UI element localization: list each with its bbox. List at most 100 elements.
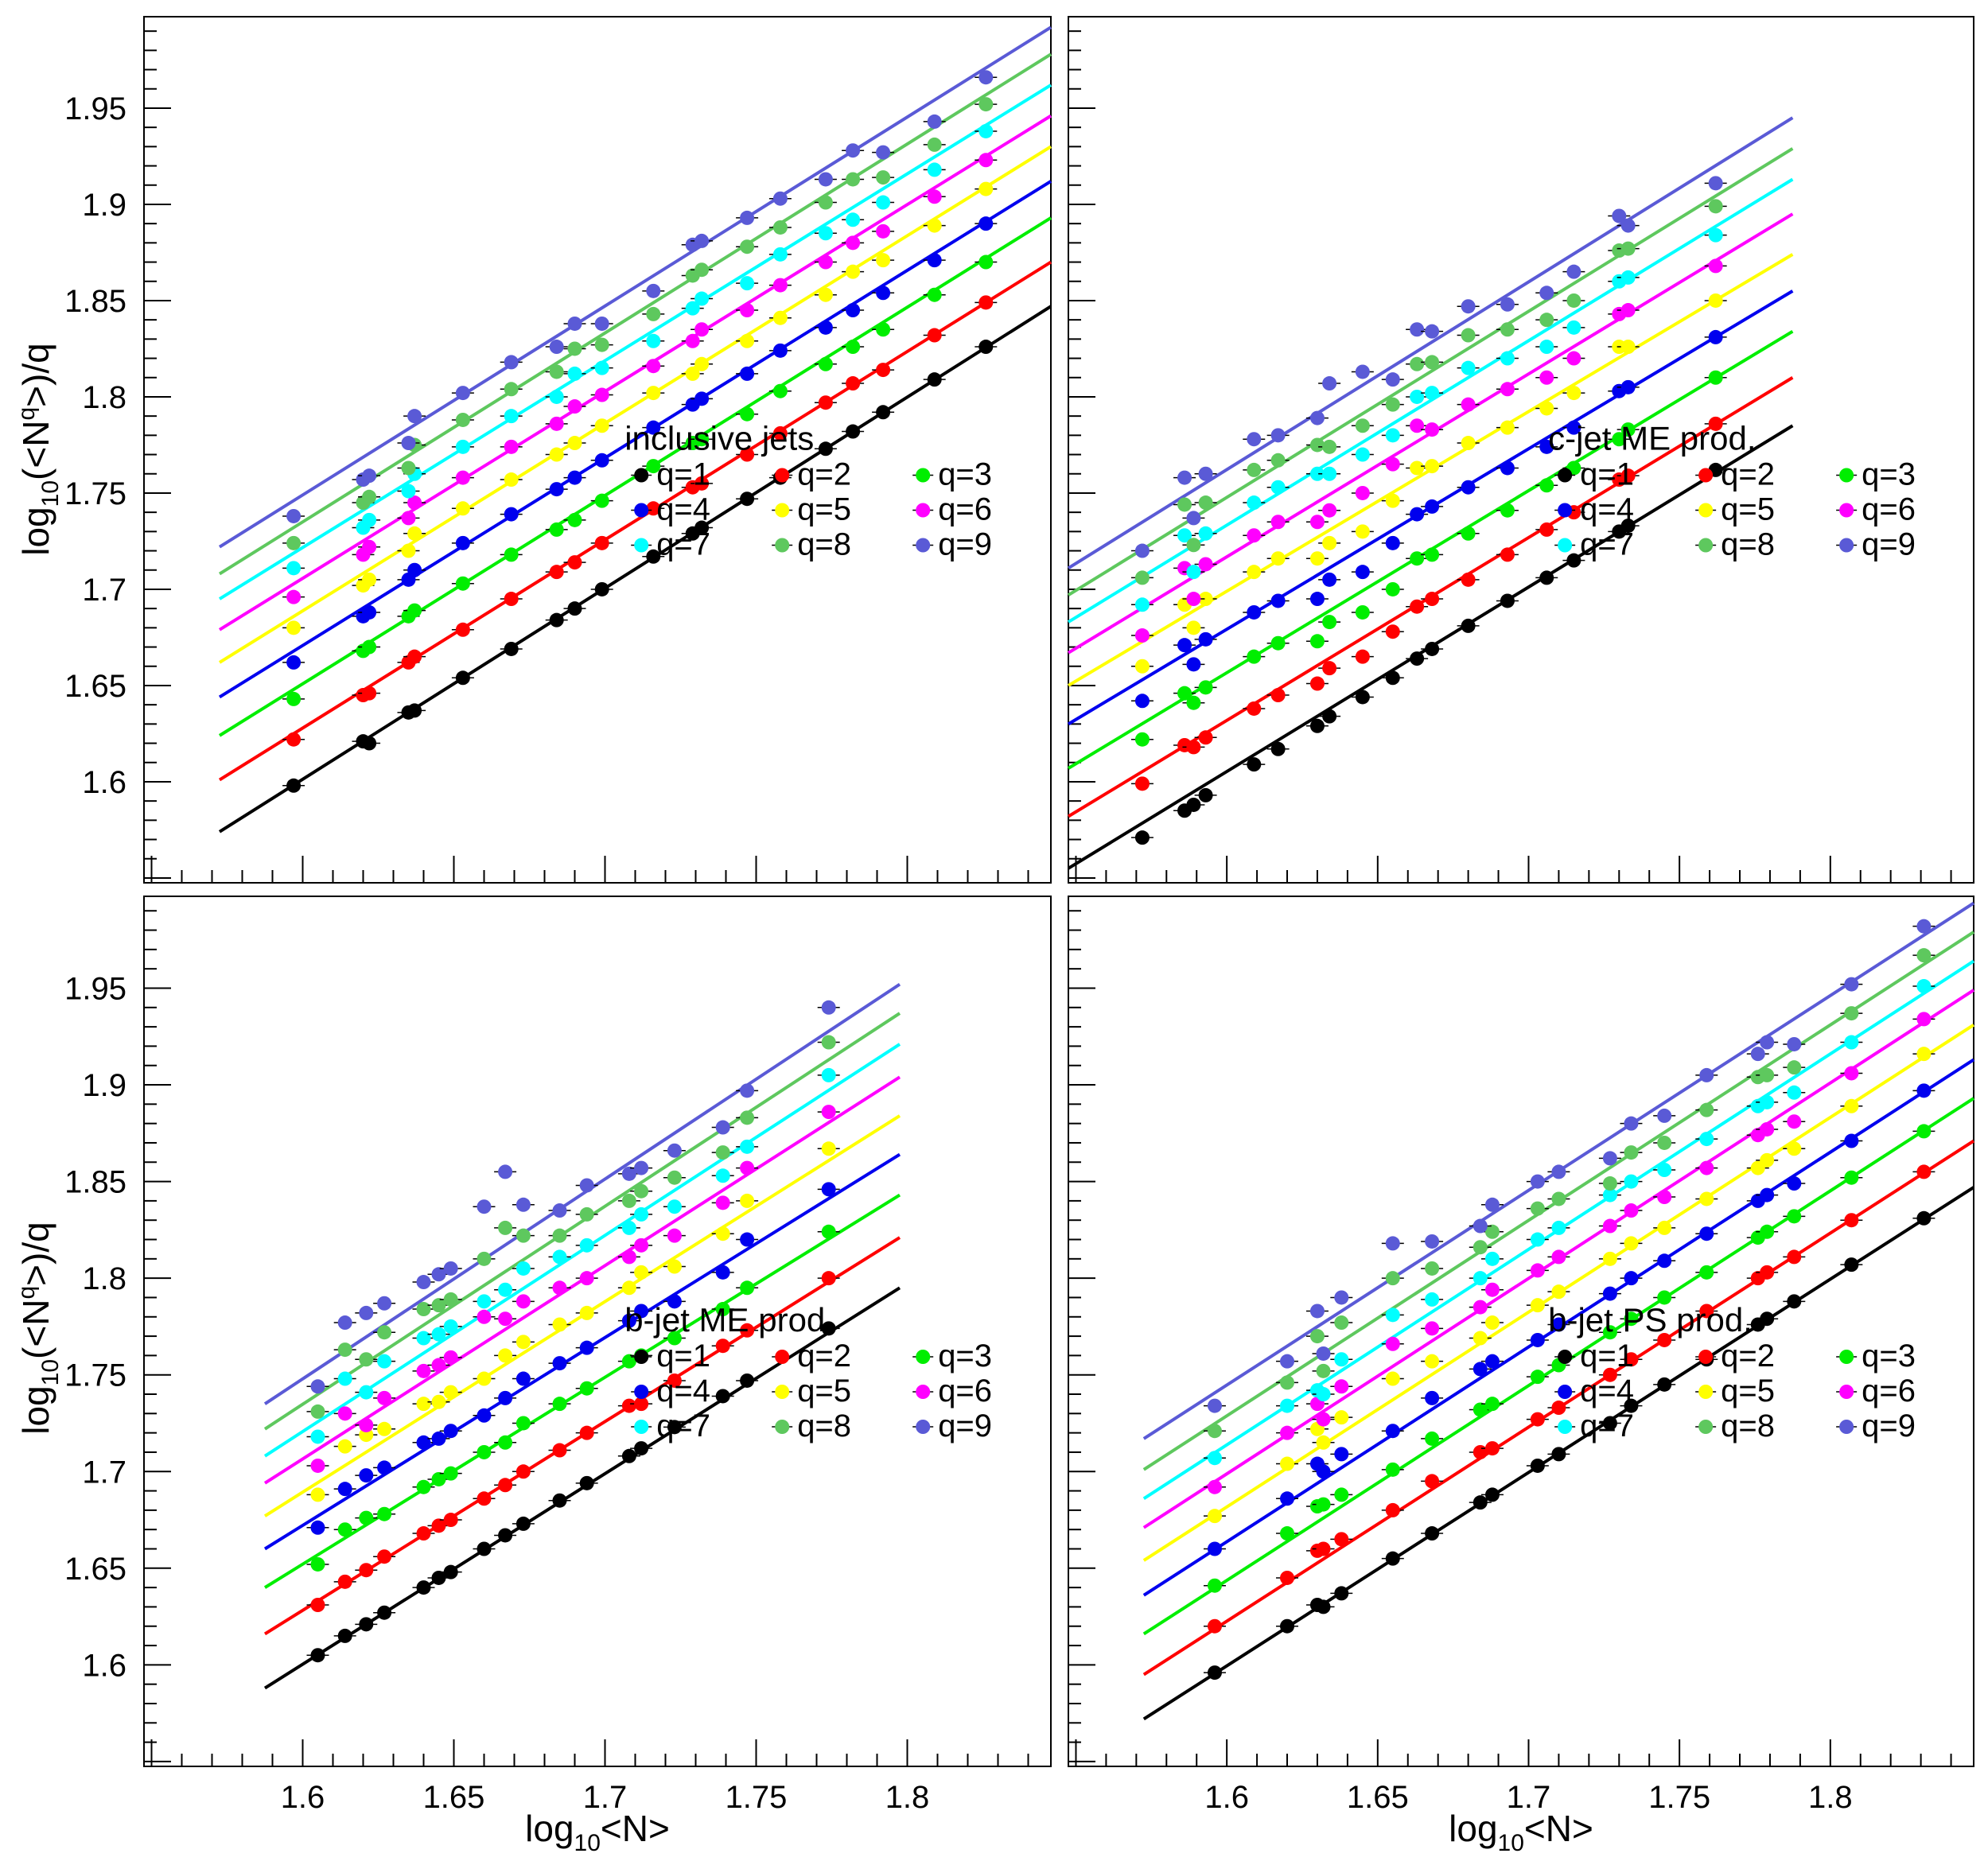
data-point-q=1 — [1385, 670, 1400, 686]
data-point-q=7 — [1461, 360, 1476, 375]
panel-frame-b-jet-ps-prod — [1068, 896, 1974, 1767]
data-point-q=9 — [401, 436, 416, 451]
data-point-q=6 — [477, 1309, 492, 1324]
data-point-q=1 — [1461, 618, 1476, 633]
legend-label: q=5 — [797, 1373, 851, 1408]
data-point-q=5 — [455, 501, 470, 516]
data-point-q=1 — [1657, 1377, 1672, 1392]
data-point-q=5 — [443, 1385, 458, 1400]
data-point-q=6 — [1385, 1336, 1400, 1351]
data-point-q=2 — [431, 1518, 446, 1533]
data-point-q=9 — [443, 1261, 458, 1276]
legend-marker — [916, 1385, 931, 1399]
data-point-q=9 — [1280, 1354, 1295, 1369]
legend-marker — [1698, 1350, 1714, 1364]
data-point-q=3 — [549, 522, 564, 537]
data-point-q=9 — [1708, 176, 1723, 191]
legend-marker — [1698, 1385, 1714, 1399]
data-point-q=9 — [1473, 1218, 1488, 1234]
data-point-q=7 — [1551, 1220, 1566, 1235]
data-point-q=3 — [1657, 1290, 1672, 1305]
data-point-q=7 — [498, 1282, 513, 1297]
data-point-q=2 — [1134, 776, 1150, 791]
data-point-q=3 — [978, 254, 994, 270]
data-point-q=7 — [594, 360, 609, 375]
legend-marker — [634, 503, 649, 518]
data-point-q=3 — [1198, 680, 1213, 695]
data-point-q=2 — [978, 295, 994, 310]
data-point-q=2 — [1620, 468, 1636, 484]
data-point-q=2 — [715, 1339, 730, 1354]
data-point-q=6 — [431, 1358, 446, 1373]
data-point-q=9 — [1177, 470, 1192, 485]
data-point-q=3 — [477, 1444, 492, 1459]
data-point-q=4 — [1551, 1317, 1566, 1332]
data-point-q=2 — [337, 1574, 352, 1589]
data-point-q=8 — [549, 364, 564, 379]
data-point-q=8 — [634, 1183, 649, 1199]
data-point-q=5 — [1134, 659, 1150, 674]
legend-label: q=9 — [938, 527, 992, 562]
data-point-q=1 — [621, 1448, 636, 1463]
data-point-q=7 — [443, 1319, 458, 1334]
data-point-q=9 — [1355, 364, 1370, 379]
data-point-q=8 — [362, 489, 377, 504]
data-point-q=2 — [549, 565, 564, 580]
data-point-q=7 — [416, 1331, 431, 1346]
data-point-q=8 — [821, 1035, 836, 1050]
data-point-q=5 — [377, 1421, 392, 1436]
data-point-q=8 — [337, 1342, 352, 1358]
data-point-q=1 — [1787, 1294, 1802, 1309]
data-point-q=9 — [634, 1160, 649, 1175]
data-point-q=8 — [818, 195, 833, 210]
data-point-q=4 — [1624, 1271, 1639, 1286]
data-point-q=4 — [1787, 1176, 1802, 1191]
data-point-q=8 — [1539, 313, 1554, 328]
data-point-q=1 — [431, 1570, 446, 1585]
data-point-q=5 — [1602, 1251, 1617, 1266]
data-point-q=5 — [927, 218, 942, 233]
data-point-q=8 — [1602, 1176, 1617, 1191]
data-point-q=1 — [1186, 797, 1201, 812]
data-point-q=9 — [1385, 372, 1400, 387]
data-point-q=7 — [740, 1139, 755, 1154]
data-point-q=9 — [1750, 1047, 1765, 1062]
data-point-q=5 — [1551, 1284, 1566, 1300]
data-point-q=7 — [1316, 1387, 1331, 1402]
data-point-q=7 — [1355, 447, 1370, 462]
fit-line-q=9 — [1067, 116, 1794, 570]
data-point-q=8 — [377, 1325, 392, 1340]
data-point-q=4 — [621, 1313, 636, 1328]
data-point-q=1 — [1207, 1665, 1222, 1680]
data-point-q=8 — [1355, 418, 1370, 433]
data-point-q=1 — [1322, 709, 1337, 724]
legend-label: q=1 — [1580, 457, 1634, 492]
data-point-q=1 — [1247, 757, 1262, 772]
y-axis-title-bottom: log10(<Nq>)/q — [14, 1222, 64, 1434]
data-point-q=8 — [876, 170, 891, 185]
data-point-q=9 — [455, 386, 470, 401]
data-point-q=3 — [1484, 1397, 1500, 1412]
data-point-q=7 — [1198, 526, 1213, 541]
data-point-q=6 — [715, 1195, 730, 1210]
data-point-q=1 — [1530, 1458, 1545, 1473]
data-point-q=6 — [1134, 628, 1150, 643]
data-point-q=6 — [1316, 1412, 1331, 1427]
data-point-q=2 — [1787, 1249, 1802, 1265]
legend-title: b-jet PS prod. — [1548, 1301, 1753, 1339]
data-point-q=8 — [477, 1251, 492, 1266]
y-tick-label: 1.65 — [64, 1552, 126, 1587]
data-point-q=1 — [1624, 1398, 1639, 1413]
legend-label: q=8 — [797, 1408, 851, 1443]
data-point-q=3 — [1177, 686, 1192, 701]
data-point-q=6 — [498, 1311, 513, 1327]
data-point-q=1 — [646, 549, 661, 564]
data-point-q=4 — [1760, 1187, 1775, 1203]
legend-label: q=5 — [797, 492, 851, 527]
data-point-q=8 — [310, 1404, 325, 1419]
data-point-q=5 — [1844, 1098, 1859, 1113]
data-point-q=7 — [846, 212, 861, 227]
data-point-q=6 — [455, 470, 470, 485]
data-point-q=3 — [377, 1506, 392, 1521]
legend-label: q=2 — [797, 457, 851, 492]
